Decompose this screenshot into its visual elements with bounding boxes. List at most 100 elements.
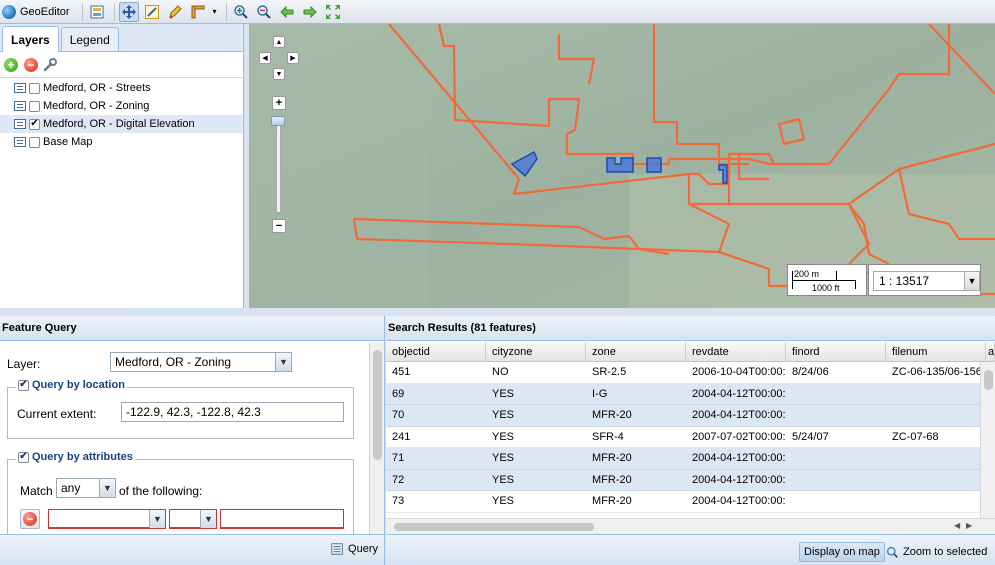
column-header-finord[interactable]: finord xyxy=(786,342,886,362)
add-layer-icon[interactable]: + xyxy=(4,57,18,72)
layer-item-digital-elevation[interactable]: ✔ Medford, OR - Digital Elevation xyxy=(0,115,243,133)
selected-feature[interactable] xyxy=(510,150,538,178)
main-toolbar: GeoEditor ▾ xyxy=(0,0,995,24)
pan-up-icon[interactable]: ▲ xyxy=(273,36,285,48)
extent-field[interactable]: -122.9, 42.3, -122.8, 42.3 xyxy=(121,402,344,422)
scroll-left-icon[interactable]: ◀ xyxy=(954,521,961,530)
layer-item-zoning[interactable]: Medford, OR - Zoning xyxy=(0,97,243,115)
table-row[interactable]: 73 YES MFR-20 2004-04-12T00:00: xyxy=(386,491,980,513)
table-row[interactable]: 69 YES I-G 2004-04-12T00:00: xyxy=(386,383,980,405)
layers-panel: Layers Legend + − Medford, OR - Streets … xyxy=(0,24,244,308)
attribute-value-input[interactable] xyxy=(220,509,344,529)
table-row[interactable]: 70 YES MFR-20 2004-04-12T00:00: xyxy=(386,405,980,427)
match-select[interactable]: any ▼ xyxy=(56,478,116,498)
chevron-down-icon[interactable]: ▼ xyxy=(200,510,216,528)
table-cell: 2004-04-12T00:00: xyxy=(692,452,786,464)
table-row[interactable]: 451 NO SR-2.5 2006-10-04T00:00: 8/24/06 … xyxy=(386,362,980,384)
wrench-icon[interactable] xyxy=(42,57,58,73)
zoom-to-selected-button[interactable]: Zoom to selected xyxy=(886,542,987,562)
table-cell xyxy=(886,491,980,512)
zoom-slider-track[interactable] xyxy=(276,117,281,213)
results-vertical-scrollbar[interactable] xyxy=(980,362,995,518)
chevron-down-icon[interactable]: ▼ xyxy=(275,353,291,371)
chevron-down-icon[interactable]: ▼ xyxy=(99,479,115,497)
map-zoom-in-button[interactable]: + xyxy=(272,96,286,110)
query-button[interactable]: Query xyxy=(330,542,378,556)
table-row[interactable]: 241 YES SFR-4 2007-07-02T00:00: 5/24/07 … xyxy=(386,427,980,448)
scale-line xyxy=(792,280,856,281)
pan-left-icon[interactable]: ◀ xyxy=(259,52,271,64)
tab-layers[interactable]: Layers xyxy=(2,26,59,52)
chevron-down-icon[interactable]: ▾ xyxy=(212,7,217,16)
selected-feature[interactable] xyxy=(718,164,728,184)
tab-legend[interactable]: Legend xyxy=(60,27,119,51)
table-cell: 2004-04-12T00:00: xyxy=(692,473,786,486)
chevron-down-icon[interactable]: ▼ xyxy=(149,510,165,528)
chevron-down-icon[interactable]: ▼ xyxy=(964,271,980,291)
zoom-slider-thumb[interactable] xyxy=(271,116,285,126)
layer-item-base-map[interactable]: Base Map xyxy=(0,133,243,151)
layers-icon[interactable] xyxy=(87,2,107,22)
attributes-checkbox[interactable]: ✔ xyxy=(18,451,29,463)
results-grid: 451 NO SR-2.5 2006-10-04T00:00: 8/24/06 … xyxy=(386,362,980,513)
column-header-a[interactable]: a xyxy=(986,342,995,362)
remove-condition-button[interactable]: − xyxy=(20,509,40,529)
layer-select[interactable]: Medford, OR - Zoning ▼ xyxy=(110,352,292,372)
table-row[interactable]: 71 YES MFR-20 2004-04-12T00:00: xyxy=(386,448,980,470)
scale-value[interactable]: 1 : 13517 xyxy=(873,271,965,291)
table-cell: 70 xyxy=(392,409,405,421)
selected-features[interactable] xyxy=(510,150,728,184)
column-header-cityzone[interactable]: cityzone xyxy=(486,342,586,362)
column-header-zone[interactable]: zone xyxy=(586,342,686,362)
table-cell: SFR-4 xyxy=(592,430,624,443)
layer-label: Base Map xyxy=(43,136,93,148)
zoom-to-selected-icon xyxy=(887,546,898,558)
scrollbar-thumb[interactable] xyxy=(373,350,382,460)
selected-feature[interactable] xyxy=(646,157,662,173)
table-cell: 451 xyxy=(392,366,411,378)
pan-down-icon[interactable]: ▼ xyxy=(273,68,285,80)
map-zoom-out-button[interactable]: − xyxy=(272,219,286,233)
edit-icon[interactable] xyxy=(165,2,185,22)
forward-icon[interactable] xyxy=(300,2,320,22)
layer-visibility-checkbox[interactable] xyxy=(29,100,40,112)
feature-query-scrollbar[interactable] xyxy=(369,342,384,534)
zoom-box-icon[interactable] xyxy=(142,2,162,22)
selected-feature[interactable] xyxy=(606,157,634,173)
attribute-field-select[interactable]: ▼ xyxy=(48,509,166,529)
search-results-footer: Display on map Zoom to selected xyxy=(386,534,995,565)
app-title: GeoEditor xyxy=(20,5,70,18)
layers-tabs: Layers Legend xyxy=(0,24,243,52)
remove-layer-icon[interactable]: − xyxy=(24,57,38,72)
feature-query-footer: Query xyxy=(0,534,385,565)
layer-item-streets[interactable]: Medford, OR - Streets xyxy=(0,79,243,97)
column-header-filenum[interactable]: filenum xyxy=(886,342,986,362)
layer-visibility-checkbox[interactable] xyxy=(29,136,40,148)
zoom-in-icon[interactable] xyxy=(231,2,251,22)
layer-visibility-checkbox[interactable] xyxy=(29,82,40,94)
display-on-map-button[interactable]: Display on map xyxy=(799,542,885,562)
scroll-right-icon[interactable]: ▶ xyxy=(966,521,973,530)
measure-icon[interactable] xyxy=(188,2,208,22)
scale-selector[interactable]: 1 : 13517 ▼ xyxy=(868,264,981,296)
column-header-revdate[interactable]: revdate xyxy=(686,342,786,362)
layer-icon xyxy=(14,119,26,129)
back-icon[interactable] xyxy=(277,2,297,22)
layer-visibility-checkbox[interactable]: ✔ xyxy=(29,118,40,130)
attributes-fieldset xyxy=(7,459,354,534)
map-view[interactable]: ▲ ◀ ▶ ▼ + − 200 m 1000 ft 1 : 13517 ▼ xyxy=(249,24,995,308)
layer-list: Medford, OR - Streets Medford, OR - Zoni… xyxy=(0,78,243,151)
full-extent-icon[interactable] xyxy=(323,2,343,22)
zoom-out-icon[interactable] xyxy=(254,2,274,22)
scrollbar-thumb[interactable] xyxy=(394,523,594,531)
location-checkbox[interactable]: ✔ xyxy=(18,379,29,391)
results-horizontal-scrollbar[interactable]: ◀ ▶ xyxy=(386,518,995,534)
table-row[interactable]: 72 YES MFR-20 2004-04-12T00:00: xyxy=(386,469,980,491)
location-label: Query by location xyxy=(32,379,125,391)
pan-icon[interactable] xyxy=(118,1,139,22)
scrollbar-thumb[interactable] xyxy=(984,370,993,390)
table-cell xyxy=(886,448,980,469)
pan-right-icon[interactable]: ▶ xyxy=(287,52,299,64)
column-header-objectid[interactable]: objectid xyxy=(386,342,486,362)
operator-select[interactable]: ▼ xyxy=(169,509,217,529)
